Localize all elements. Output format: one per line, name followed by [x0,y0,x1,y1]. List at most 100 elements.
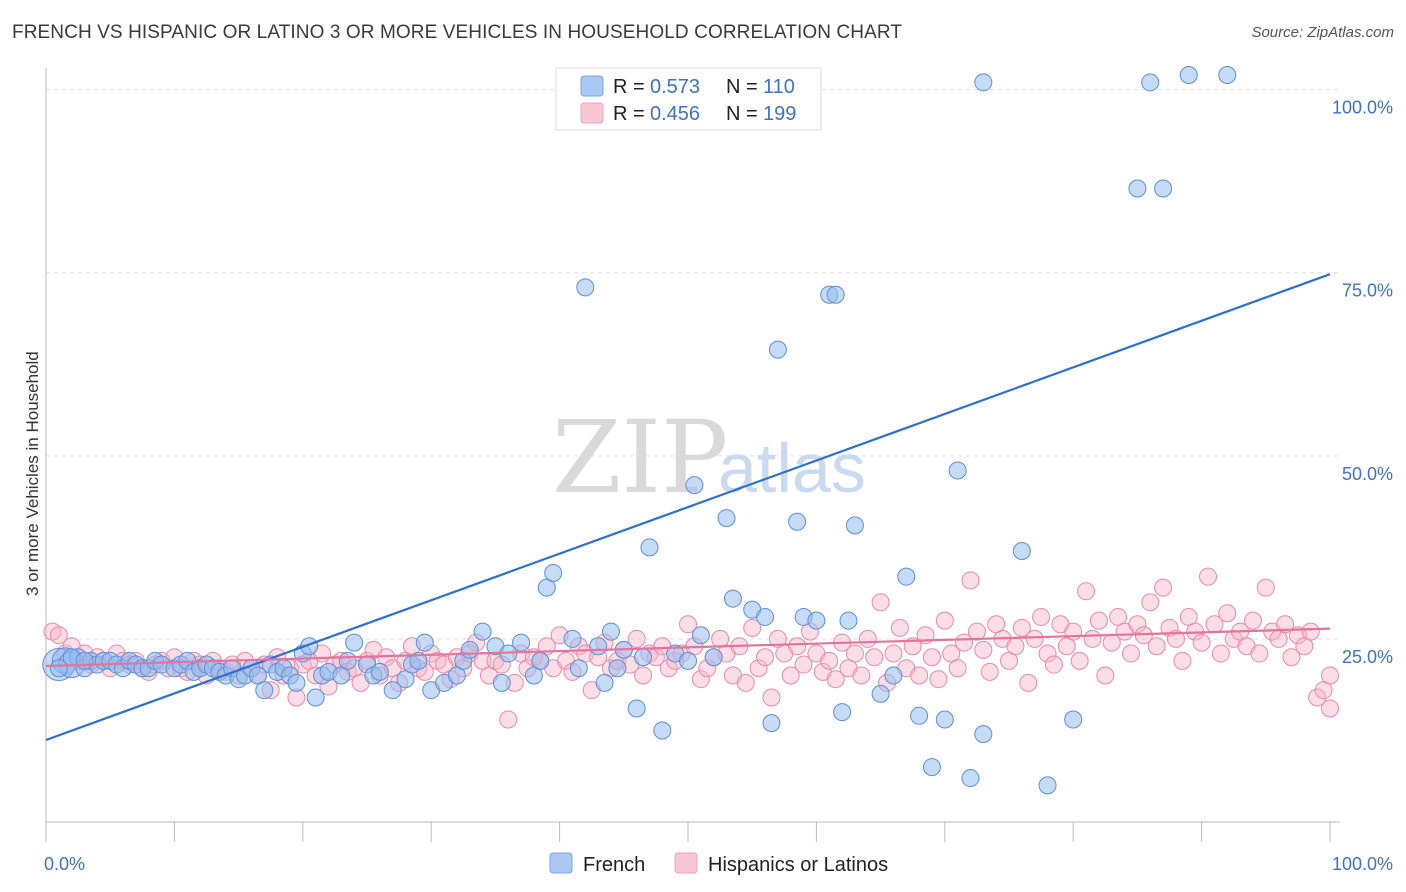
point-hispanics [1166,629,1185,648]
point-hispanics [935,611,954,630]
grid-lines [46,89,1340,640]
point-hispanics [929,670,948,689]
point-french [1154,179,1173,198]
point-hispanics [49,626,68,645]
bottom-legend-french: French [583,854,645,876]
point-hispanics [1089,611,1108,630]
point-hispanics [1301,622,1320,641]
point-french [544,564,563,582]
point-french [306,688,325,707]
point-french [49,659,68,678]
point-french [634,648,653,667]
legend-n-value-hispanics: 199 [763,103,796,125]
point-french [884,666,903,685]
legend-n-value-french: 110 [763,76,795,98]
point-hispanics [845,644,864,663]
y-tick-label: 100.0% [1332,98,1393,118]
trendline-french [45,273,1331,742]
point-french [974,73,993,92]
point-french [685,476,704,495]
point-french [935,710,954,729]
point-french [1012,542,1031,561]
point-french [691,626,710,645]
point-hispanics [1250,644,1269,663]
legend-r-value-french: 0.573 [650,76,700,98]
point-french [961,769,980,788]
point-french [255,681,274,700]
point-hispanics [826,670,845,689]
point-hispanics [852,666,871,685]
bottom-legend-swatch-hispanics [674,852,698,874]
point-hispanics [1032,607,1051,626]
point-french [627,699,646,718]
point-french [717,509,736,528]
point-hispanics [1321,699,1339,718]
point-french [788,512,807,531]
point-hispanics [1038,644,1057,663]
point-hispanics [749,659,768,678]
point-french [512,633,531,652]
point-hispanics [948,659,967,678]
point-french [640,538,659,557]
point-hispanics [980,662,999,681]
bottom-legend: French Hispanics or Latinos [549,852,888,876]
point-hispanics [756,648,775,667]
point-french [833,703,852,722]
point-french [1064,710,1083,729]
point-french [601,622,620,641]
x-tick-labels: 0.0% 100.0% [44,854,1393,874]
point-hispanics [627,629,646,648]
point-hispanics [890,618,909,637]
point-hispanics [1064,622,1083,641]
point-hispanics [1019,673,1038,692]
point-hispanics [922,648,941,667]
point-hispanics [858,629,877,648]
point-french [608,659,627,678]
trend-lines [45,273,1331,742]
point-hispanics [1192,633,1211,652]
point-hispanics [499,710,518,729]
point-hispanics [736,673,755,692]
point-hispanics [1218,604,1237,623]
point-french [576,278,595,297]
point-french [383,681,402,700]
point-french [768,340,787,359]
point-hispanics [1121,644,1140,663]
point-hispanics [1321,666,1339,685]
legend-r-value-hispanics: 0.456 [650,103,700,125]
point-hispanics [1243,611,1262,630]
point-french [839,611,858,630]
point-french [345,633,364,652]
bottom-legend-swatch-french [549,852,573,874]
watermark-zip: ZIP [552,399,728,516]
y-tick-labels: 25.0% 50.0% 75.0% 100.0% [1332,98,1393,667]
point-french [415,633,434,652]
point-french [1179,66,1198,84]
point-french [1038,776,1057,795]
point-french [871,684,890,703]
point-french [653,721,672,740]
point-french [492,673,511,692]
point-french [460,640,479,659]
axes [45,68,1340,842]
point-hispanics [910,666,929,685]
point-french [595,673,614,692]
x-tick-label: 0.0% [44,854,85,874]
point-hispanics [1077,582,1096,601]
point-hispanics [1282,648,1301,667]
point-hispanics [691,670,710,689]
point-french [563,629,582,648]
point-french [910,706,929,725]
point-hispanics [1154,578,1173,597]
point-hispanics [865,648,884,667]
legend-r-label-hispanics: R = [613,103,645,125]
point-hispanics [762,688,781,707]
point-hispanics [974,640,993,659]
point-french [473,622,492,641]
legend-swatch-hispanics [580,102,604,124]
point-hispanics [1070,651,1089,670]
point-hispanics [634,666,653,685]
y-tick-label: 25.0% [1342,647,1393,667]
point-french [922,758,941,777]
trendline-hispanics [45,627,1331,668]
